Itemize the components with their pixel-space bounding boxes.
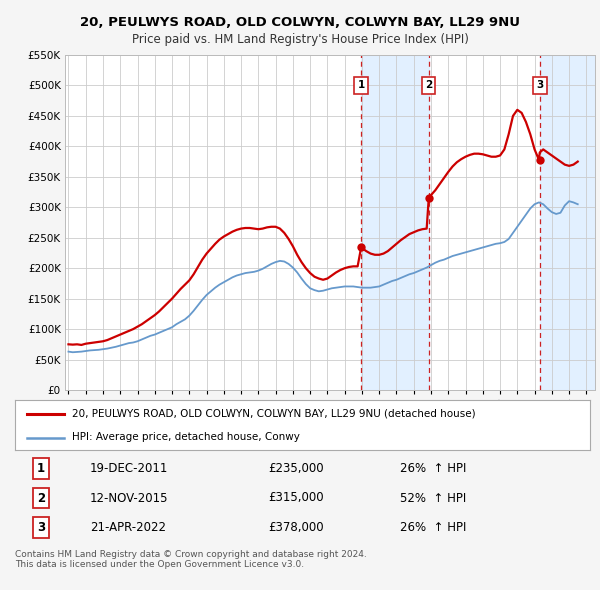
Text: £235,000: £235,000	[268, 462, 323, 475]
Bar	[361, 55, 429, 390]
Text: 12-NOV-2015: 12-NOV-2015	[90, 491, 168, 504]
Text: 1: 1	[37, 462, 45, 475]
Text: 1: 1	[358, 80, 365, 90]
Text: HPI: Average price, detached house, Conwy: HPI: Average price, detached house, Conw…	[73, 432, 301, 442]
Bar	[540, 55, 595, 390]
Text: 52%  ↑ HPI: 52% ↑ HPI	[400, 491, 467, 504]
Text: Price paid vs. HM Land Registry's House Price Index (HPI): Price paid vs. HM Land Registry's House …	[131, 33, 469, 46]
Text: 26%  ↑ HPI: 26% ↑ HPI	[400, 462, 467, 475]
Text: Contains HM Land Registry data © Crown copyright and database right 2024.
This d: Contains HM Land Registry data © Crown c…	[15, 550, 367, 569]
Text: 2: 2	[37, 491, 45, 504]
Text: £378,000: £378,000	[268, 521, 323, 534]
Text: 2: 2	[425, 80, 433, 90]
Text: 21-APR-2022: 21-APR-2022	[90, 521, 166, 534]
Text: 19-DEC-2011: 19-DEC-2011	[90, 462, 168, 475]
Text: 20, PEULWYS ROAD, OLD COLWYN, COLWYN BAY, LL29 9NU: 20, PEULWYS ROAD, OLD COLWYN, COLWYN BAY…	[80, 16, 520, 29]
Text: £315,000: £315,000	[268, 491, 323, 504]
Text: 3: 3	[536, 80, 544, 90]
Text: 3: 3	[37, 521, 45, 534]
Text: 26%  ↑ HPI: 26% ↑ HPI	[400, 521, 467, 534]
Text: 20, PEULWYS ROAD, OLD COLWYN, COLWYN BAY, LL29 9NU (detached house): 20, PEULWYS ROAD, OLD COLWYN, COLWYN BAY…	[73, 409, 476, 419]
